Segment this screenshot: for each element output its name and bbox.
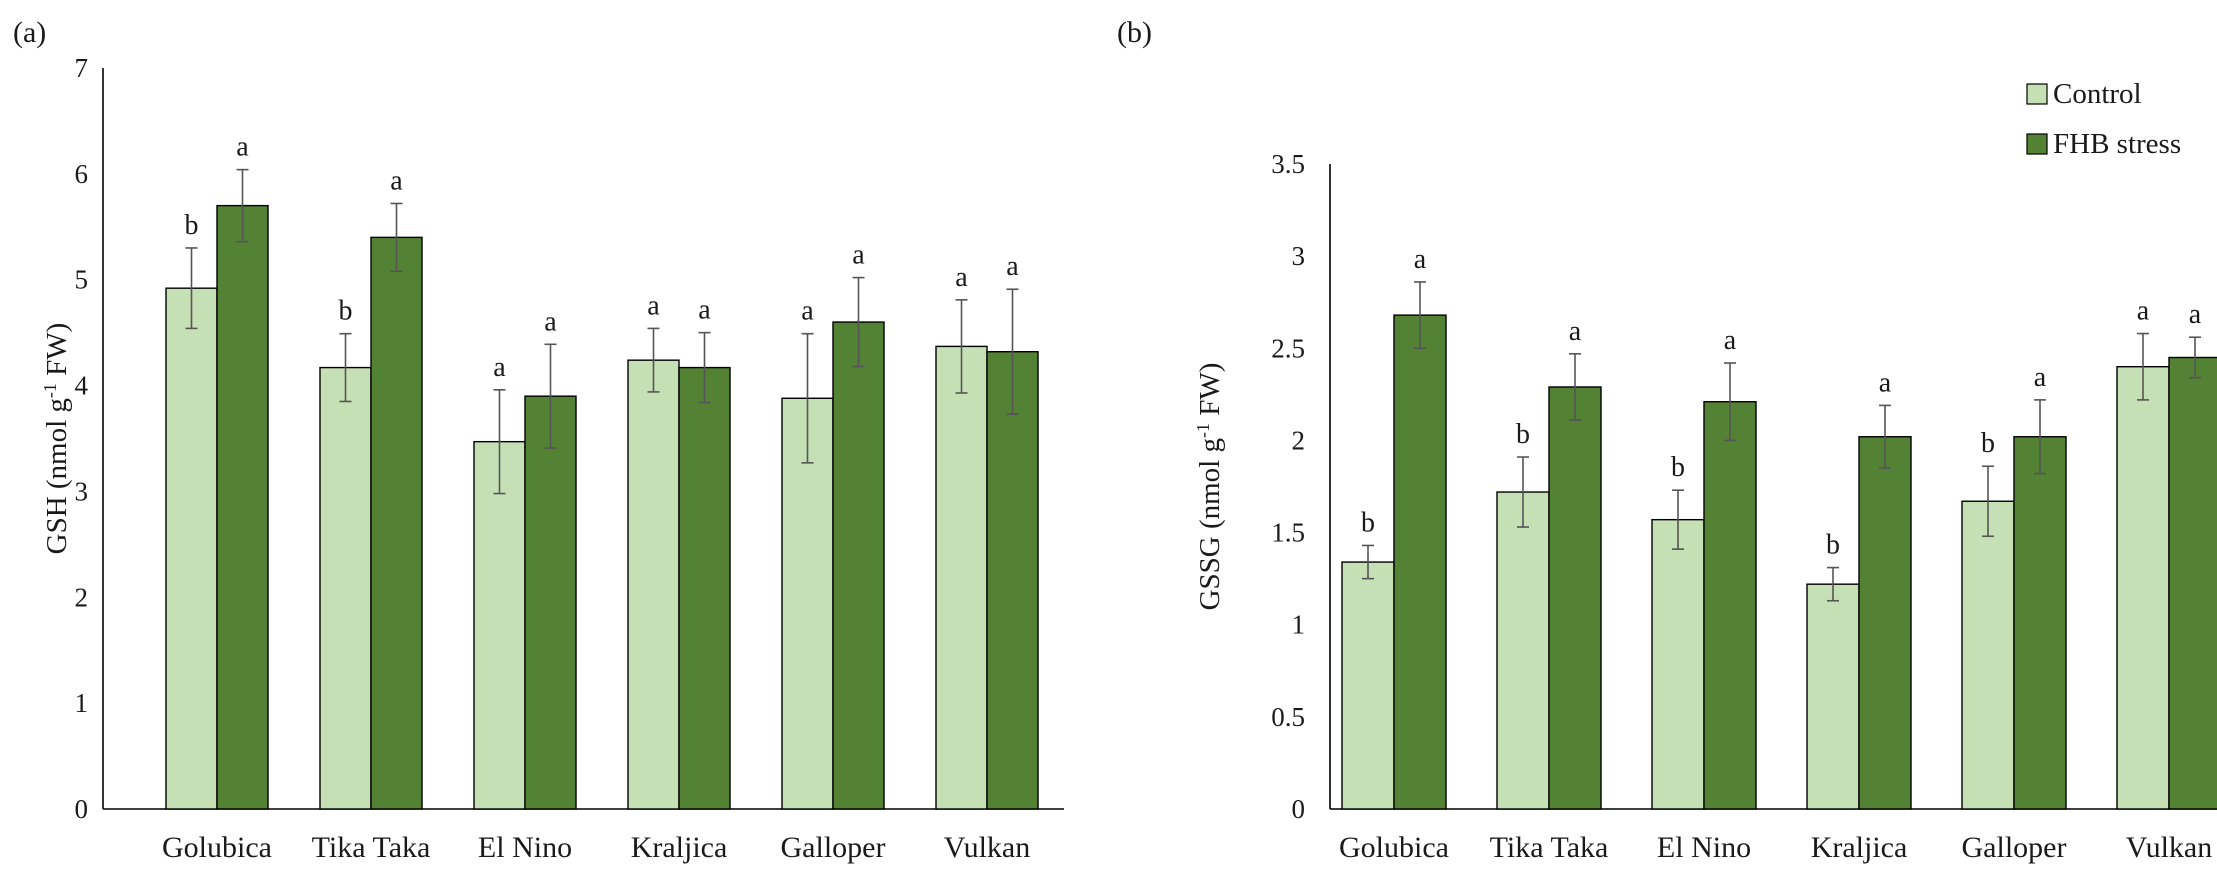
y-tick-label: 3 xyxy=(1292,241,1306,271)
bar-fhb-stress xyxy=(370,236,423,810)
bar-control xyxy=(1341,561,1395,810)
significance-letter: a xyxy=(236,132,249,163)
bar-fhb-stress xyxy=(1393,314,1447,810)
legend-swatch-fhb-stress xyxy=(2026,133,2048,155)
bar-fhb-stress xyxy=(986,350,1039,810)
y-tick-label: 3 xyxy=(75,476,89,506)
bar-fhb-stress xyxy=(216,204,269,810)
significance-letter: a xyxy=(1006,251,1019,282)
y-tick-label: 1.5 xyxy=(1271,518,1305,548)
significance-letter: a xyxy=(647,290,660,321)
x-category-label: Kraljica xyxy=(1811,831,1908,864)
significance-letter: b xyxy=(339,296,353,327)
x-category-label: Golubica xyxy=(1339,831,1449,864)
x-category-label: Vulkan xyxy=(2126,831,2213,864)
y-tick-label: 4 xyxy=(75,371,89,401)
y-axis-title: GSSG (nmol g-1 FW) xyxy=(1193,363,1226,611)
bar-control xyxy=(1651,518,1705,810)
legend-label-control: Control xyxy=(2053,78,2142,110)
y-tick-label: 3.5 xyxy=(1271,149,1305,179)
significance-letter: a xyxy=(698,295,711,326)
bar-fhb-stress xyxy=(1703,401,1757,810)
significance-letter: a xyxy=(2189,299,2202,330)
significance-letter: b xyxy=(185,210,199,241)
bar-control xyxy=(473,440,526,810)
significance-letter: a xyxy=(544,306,557,337)
x-category-label: El Nino xyxy=(478,831,572,864)
bar-control xyxy=(2116,366,2170,810)
significance-letter: a xyxy=(1569,316,1582,347)
significance-letter: a xyxy=(955,262,968,293)
bar-fhb-stress xyxy=(2168,356,2217,810)
y-tick-label: 1 xyxy=(1292,610,1306,640)
significance-letter: a xyxy=(1414,244,1427,275)
x-category-label: Golubica xyxy=(162,831,272,864)
significance-letter: a xyxy=(2034,362,2047,393)
bar-control xyxy=(1961,500,2015,810)
y-tick-label: 5 xyxy=(75,265,89,295)
y-tick-label: 6 xyxy=(75,159,89,189)
y-axis-title: GSH (nmol g-1 FW) xyxy=(40,323,73,555)
significance-letter: a xyxy=(801,296,814,327)
y-tick-label: 1 xyxy=(75,688,89,718)
significance-letter: a xyxy=(1879,367,1892,398)
significance-letter: a xyxy=(390,165,403,196)
bar-control xyxy=(165,287,218,810)
bar-fhb-stress xyxy=(1548,386,1602,810)
significance-letter: b xyxy=(1516,419,1530,450)
bar-control xyxy=(935,345,988,810)
bar-control xyxy=(781,397,834,810)
bar-control xyxy=(627,359,680,810)
x-category-label: Tika Taka xyxy=(1490,831,1609,864)
significance-letter: b xyxy=(1361,507,1375,538)
significance-letter: b xyxy=(1671,452,1685,483)
y-tick-label: 7 xyxy=(75,53,89,83)
y-tick-label: 2 xyxy=(75,582,89,612)
significance-letter: a xyxy=(493,352,506,383)
significance-letter: a xyxy=(1724,325,1737,356)
x-category-label: Tika Taka xyxy=(312,831,431,864)
y-tick-label: 2.5 xyxy=(1271,333,1305,363)
x-category-label: El Nino xyxy=(1657,831,1751,864)
chart-panel-a: (a) 0 1 2 3 4 5 6 7 GSH (nmol g-1 FW) b a Golubica b a… xyxy=(13,16,1064,864)
bar-fhb-stress xyxy=(1858,436,1912,810)
chart-panel-b: (b) 0 0.5 1 1.5 2 2.5 3 3.5 GSSG (nmol g-1 FW) b a G… xyxy=(1117,16,2217,864)
panel-label: (b) xyxy=(1117,16,1152,49)
bar-control xyxy=(319,366,372,810)
panel-label: (a) xyxy=(13,16,46,49)
legend-swatch-control xyxy=(2026,83,2048,105)
y-tick-label: 0.5 xyxy=(1271,702,1305,732)
significance-letter: b xyxy=(1981,428,1995,459)
bar-control xyxy=(1806,583,1860,810)
x-category-label: Vulkan xyxy=(944,831,1031,864)
bar-fhb-stress xyxy=(832,321,885,810)
significance-letter: a xyxy=(2137,296,2150,327)
bar-fhb-stress xyxy=(678,366,731,810)
legend-label-fhb-stress: FHB stress xyxy=(2053,128,2181,160)
bar-fhb-stress xyxy=(2013,436,2067,810)
y-tick-label: 0 xyxy=(1292,794,1306,824)
significance-letter: a xyxy=(852,240,865,271)
x-category-label: Galloper xyxy=(1962,831,2067,864)
significance-letter: b xyxy=(1826,530,1840,561)
bar-control xyxy=(1496,491,1550,810)
y-tick-label: 0 xyxy=(75,794,89,824)
x-category-label: Galloper xyxy=(781,831,886,864)
y-tick-label: 2 xyxy=(1292,425,1306,455)
x-category-label: Kraljica xyxy=(631,831,728,864)
bar-fhb-stress xyxy=(524,395,577,810)
